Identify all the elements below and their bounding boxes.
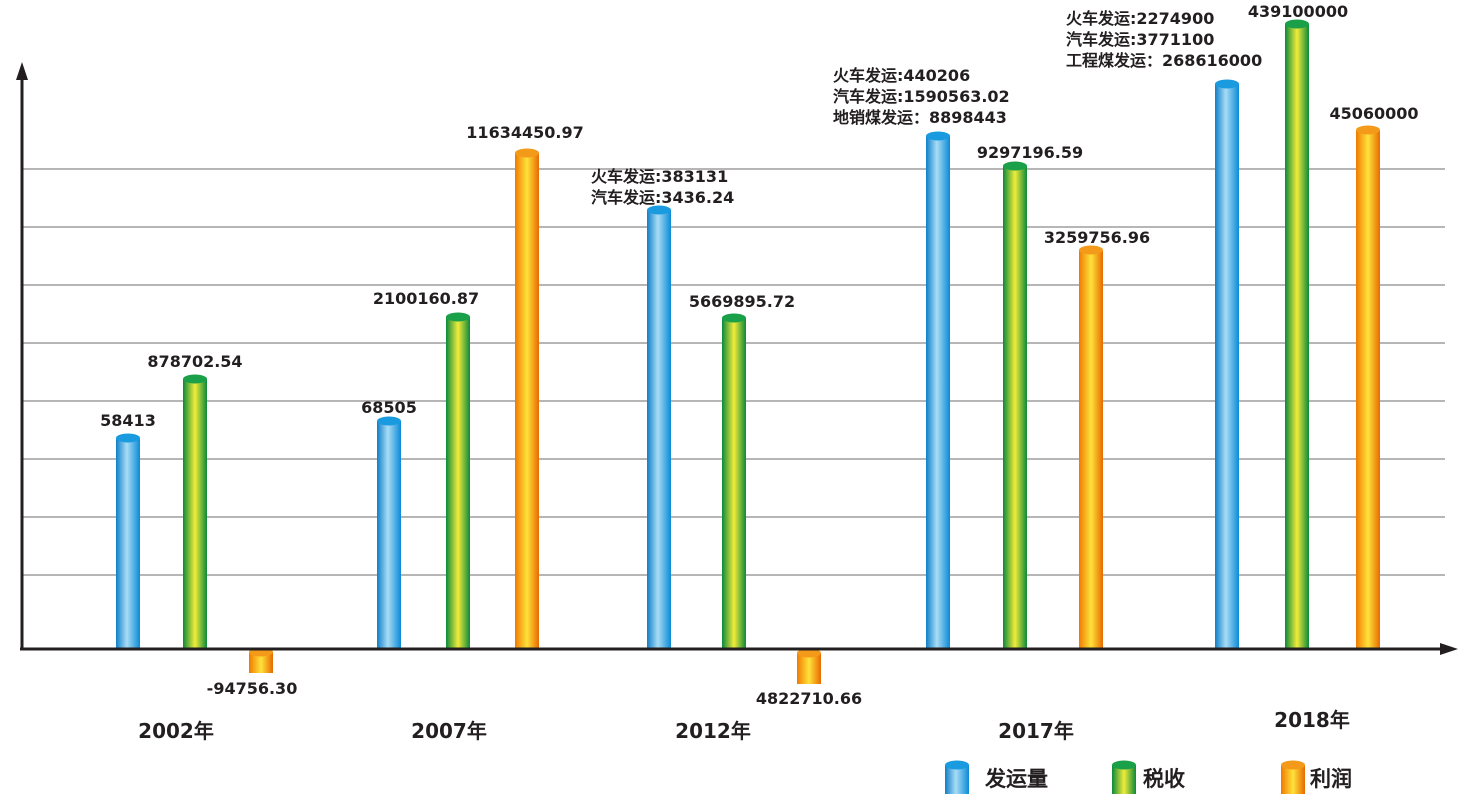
data-label: 3259756.96 — [1044, 228, 1150, 247]
bar-1-2 — [722, 313, 746, 649]
bar-0-0 — [116, 433, 140, 649]
data-label: 地销煤发运：8898443 — [833, 108, 1007, 127]
data-label: 2100160.87 — [373, 289, 479, 308]
category-label: 2002年 — [138, 719, 214, 743]
bar-0-4 — [1215, 79, 1239, 649]
data-label: 汽车发运:3771100 — [1066, 30, 1214, 49]
legend-label: 利润 — [1310, 767, 1352, 791]
data-labels: 58413 68505 火车发运:383131 汽车发运:3436.24 火车发运:44… — [100, 2, 1418, 708]
legend: 发运量 税收 利润 — [945, 760, 1352, 794]
category-label: 2007年 — [411, 719, 487, 743]
data-label: 汽车发运:1590563.02 — [833, 87, 1010, 106]
bar-0-2 — [647, 205, 671, 649]
data-label: 68505 — [361, 398, 417, 417]
category-labels: 2002年 2007年 2012年 2017年 2018年 — [138, 708, 1350, 743]
data-label: 9297196.59 — [977, 143, 1083, 162]
bar-1-0 — [183, 374, 207, 649]
legend-label: 发运量 — [984, 767, 1048, 791]
category-label: 2018年 — [1274, 708, 1350, 732]
data-label: 4822710.66 — [756, 689, 862, 708]
legend-swatch — [1112, 760, 1136, 794]
category-label: 2012年 — [675, 719, 751, 743]
data-label: 439100000 — [1248, 2, 1348, 21]
y-axis-arrow — [16, 62, 28, 80]
bar-2-3 — [1079, 245, 1103, 649]
bar-1-4 — [1285, 19, 1309, 649]
bar-2-1 — [515, 148, 539, 649]
data-label: 火车发运:383131 — [591, 167, 728, 186]
data-label: 工程煤发运：268616000 — [1066, 51, 1262, 70]
bar-2-2 — [797, 648, 821, 684]
x-axis-arrow — [1440, 643, 1458, 655]
legend-swatch — [945, 760, 969, 794]
bar-1-3 — [1003, 161, 1027, 649]
data-label: 45060000 — [1329, 104, 1418, 123]
legend-label: 税收 — [1143, 767, 1185, 791]
data-label: 汽车发运:3436.24 — [591, 188, 734, 207]
data-label: 11634450.97 — [466, 123, 583, 142]
bars — [116, 19, 1380, 684]
legend-swatch — [1281, 760, 1305, 794]
data-label: -94756.30 — [207, 679, 298, 698]
bar-2-4 — [1356, 125, 1380, 649]
bar-2-0 — [249, 647, 273, 673]
data-label: 5669895.72 — [689, 292, 795, 311]
data-label: 878702.54 — [147, 352, 242, 371]
bar-1-1 — [446, 312, 470, 649]
data-label: 火车发运:2274900 — [1066, 9, 1214, 28]
category-label: 2017年 — [998, 719, 1074, 743]
bar-0-3 — [926, 131, 950, 649]
bar-0-1 — [377, 416, 401, 649]
data-label: 火车发运:440206 — [833, 66, 970, 85]
data-label: 58413 — [100, 411, 156, 430]
